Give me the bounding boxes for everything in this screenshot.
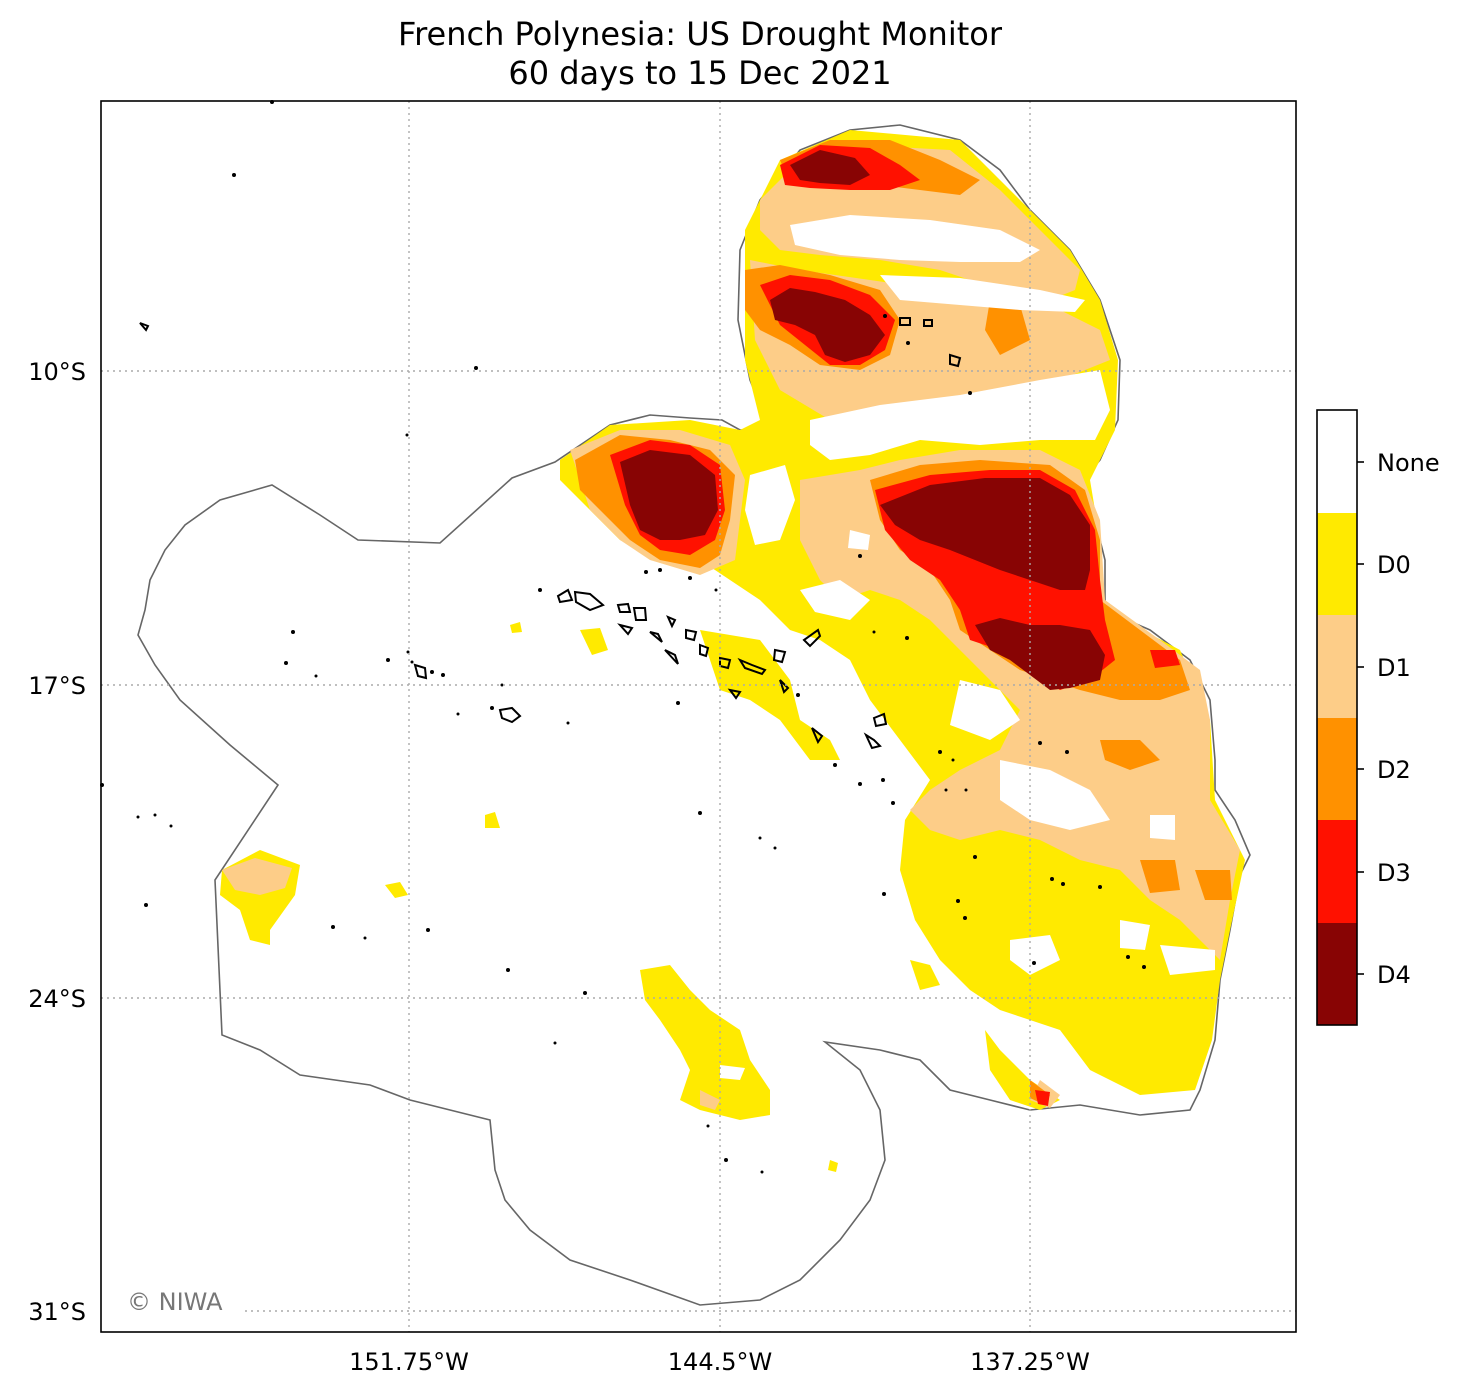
legend-swatch-none <box>1317 410 1357 513</box>
lat-tick-label: 10°S <box>28 358 86 386</box>
legend-swatch-d3 <box>1317 820 1357 923</box>
lon-tick-label: 137.25°W <box>970 1348 1090 1376</box>
no-drought-holes <box>720 215 1215 1080</box>
legend-label-d1: D1 <box>1377 654 1411 682</box>
legend-label-d3: D3 <box>1377 859 1411 887</box>
credit-label: © NIWA <box>127 1288 223 1316</box>
legend-colorbar: None D0 D1 D2 D3 D4 <box>1316 409 1440 1026</box>
graticule <box>101 101 1296 1332</box>
map-subtitle: 60 days to 15 Dec 2021 <box>508 54 892 92</box>
lat-tick-label: 17°S <box>28 672 86 700</box>
legend-swatch-d1 <box>1317 615 1357 718</box>
legend-label-d0: D0 <box>1377 551 1411 579</box>
legend-swatch-d2 <box>1317 718 1357 820</box>
latitude-ticks: 10°S 17°S 24°S 31°S <box>28 358 86 1326</box>
lat-tick-label: 24°S <box>28 985 86 1013</box>
island-outlines <box>139 317 962 750</box>
island-dots <box>100 100 1146 1174</box>
legend-swatch-d0 <box>1317 513 1357 615</box>
legend-frame <box>1316 409 1358 1026</box>
plot-frame <box>100 100 1297 1333</box>
longitude-ticks: 151.75°W 144.5°W 137.25°W <box>349 1348 1090 1376</box>
legend-label-d2: D2 <box>1377 756 1411 784</box>
drought-d4-areas <box>620 150 1105 690</box>
legend-label-d4: D4 <box>1377 961 1411 989</box>
lon-tick-label: 151.75°W <box>349 1348 469 1376</box>
legend-swatch-d4 <box>1317 923 1357 1025</box>
lon-tick-label: 144.5°W <box>668 1348 772 1376</box>
map-title: French Polynesia: US Drought Monitor <box>397 15 1002 53</box>
legend-label-none: None <box>1377 449 1440 477</box>
lat-tick-label: 31°S <box>28 1298 86 1326</box>
